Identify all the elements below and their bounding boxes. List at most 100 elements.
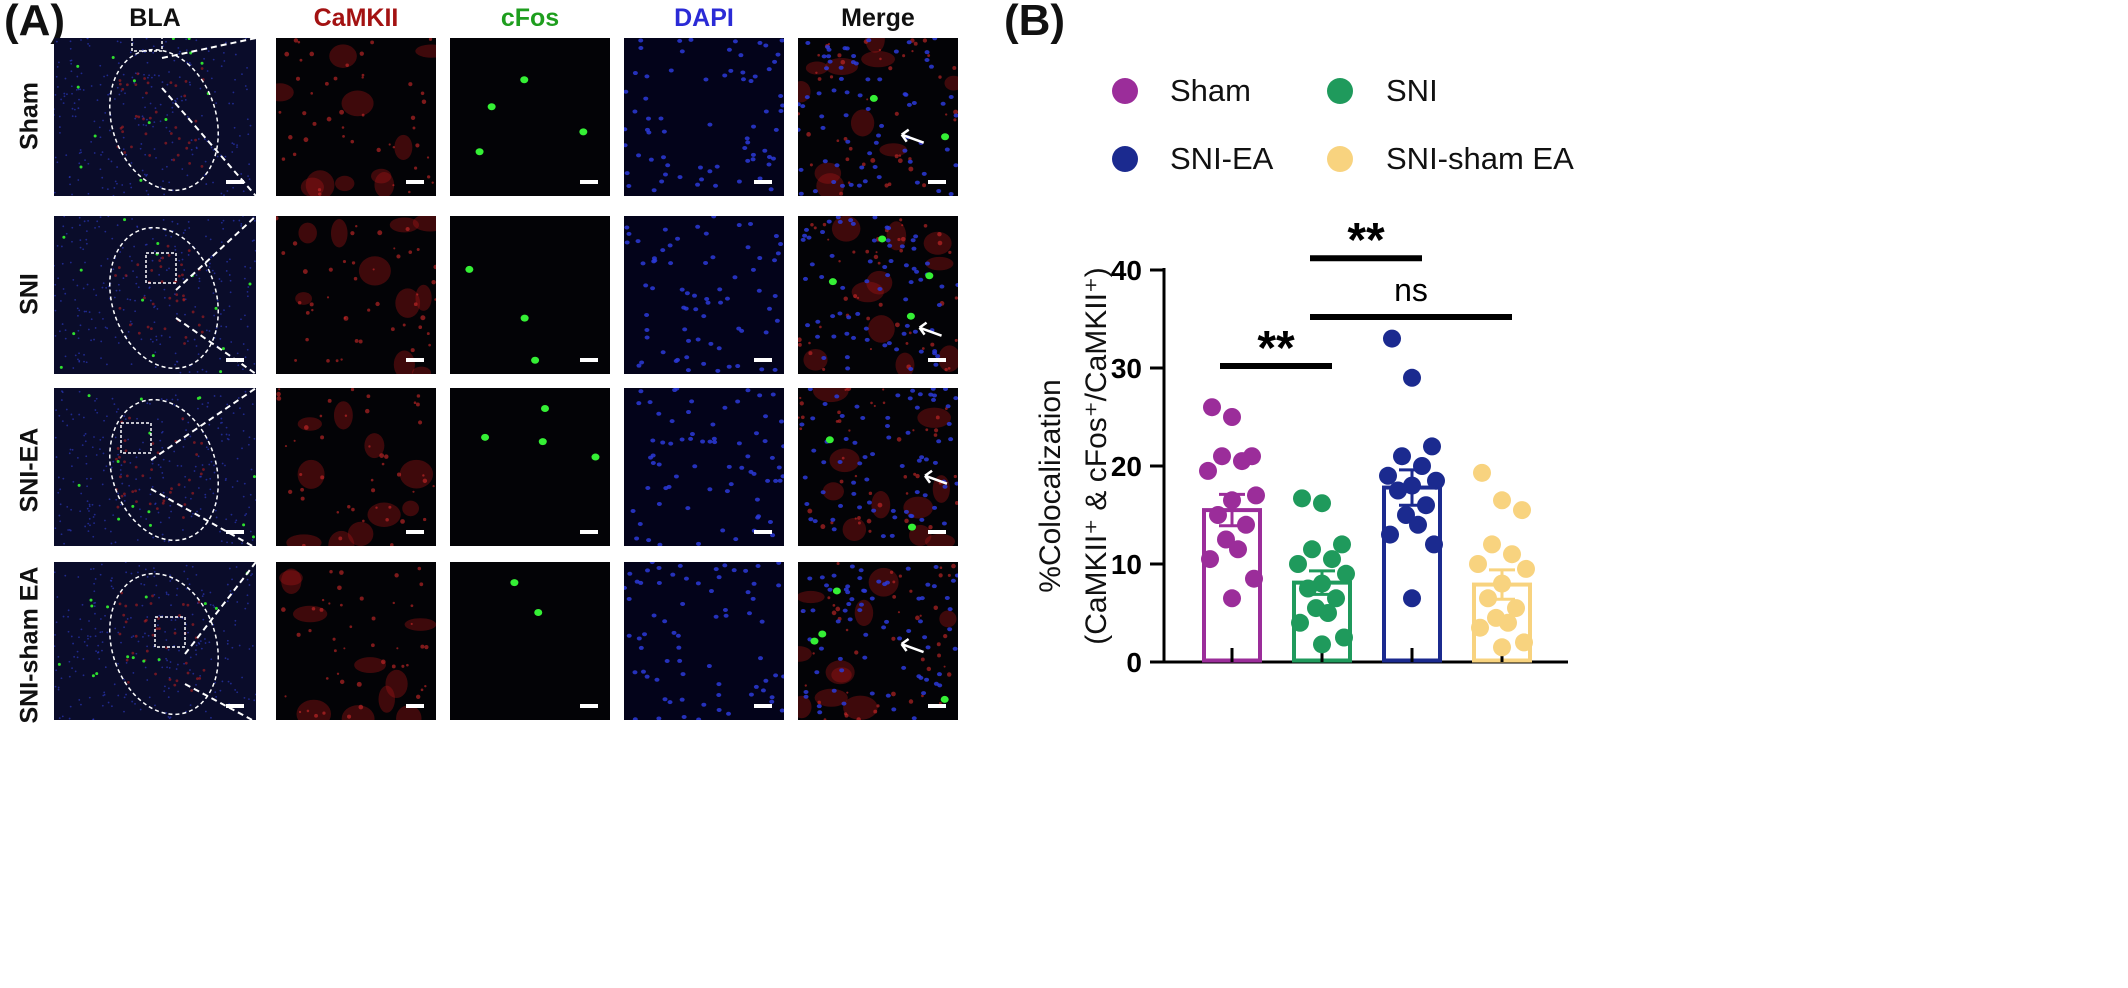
data-point	[1379, 466, 1397, 485]
data-point	[1381, 525, 1399, 544]
data-point	[1289, 555, 1307, 573]
data-point	[1223, 408, 1241, 426]
data-point	[1335, 628, 1353, 647]
scale-bar	[406, 358, 424, 362]
data-point	[1427, 471, 1445, 490]
scale-bar	[754, 358, 772, 362]
data-point	[1217, 530, 1235, 549]
scale-bar	[928, 358, 946, 362]
micrograph-sni-ea-merge	[798, 388, 958, 546]
micrograph-sni-camkii	[276, 216, 436, 374]
data-point	[1229, 540, 1247, 559]
zoom-line	[161, 37, 257, 59]
micrograph-sham-merge	[798, 38, 958, 196]
scale-bar	[928, 704, 946, 708]
micrograph-sni-dapi	[624, 216, 784, 374]
micrograph-sni-ea-bla	[54, 388, 256, 546]
data-point	[1503, 545, 1521, 564]
significance-label: **	[1347, 214, 1385, 267]
legend-marker-sni-sham-ea	[1327, 146, 1353, 172]
data-point	[1403, 368, 1421, 387]
data-point	[1389, 481, 1407, 500]
data-point	[1469, 555, 1487, 573]
data-point	[1203, 398, 1221, 417]
data-point	[1517, 559, 1535, 578]
column-header-cfos: cFos	[500, 4, 560, 32]
micrograph-sham-bla	[54, 38, 256, 196]
legend-marker-sham	[1112, 78, 1138, 104]
micrograph-sni-sham-ea-dapi	[624, 562, 784, 720]
micrograph-sham-dapi	[624, 38, 784, 196]
micrograph-sham-cfos	[450, 38, 610, 196]
data-point	[1319, 604, 1337, 622]
zoom-line	[175, 317, 257, 375]
data-point	[1507, 599, 1525, 618]
data-point	[1383, 329, 1401, 348]
legend-label-sni: SNI	[1386, 73, 1438, 108]
scale-bar	[580, 704, 598, 708]
legend-label-sni-sham-ea: SNI-sham EA	[1386, 141, 1574, 176]
data-point	[1201, 550, 1219, 569]
zoom-line	[150, 387, 257, 461]
legend-label-sni-ea: SNI-EA	[1170, 141, 1274, 176]
column-header-camkii: CaMKII	[313, 4, 399, 32]
legend-marker-sni-ea	[1112, 146, 1138, 172]
micrograph-sham-camkii	[276, 38, 436, 196]
data-point	[1213, 447, 1231, 466]
data-point	[1393, 447, 1411, 466]
scale-bar	[406, 180, 424, 184]
data-point	[1313, 574, 1331, 593]
scale-bar	[580, 358, 598, 362]
column-header-dapi: DAPI	[674, 4, 734, 32]
data-point	[1493, 574, 1511, 593]
data-point	[1471, 618, 1489, 637]
data-point	[1337, 564, 1355, 583]
data-point	[1515, 633, 1533, 652]
scale-bar	[580, 530, 598, 534]
data-point	[1423, 437, 1441, 456]
data-point	[1473, 463, 1491, 482]
y-tick-label: 40	[1111, 255, 1142, 286]
data-point	[1233, 452, 1251, 471]
scale-bar	[754, 704, 772, 708]
data-point	[1327, 589, 1345, 608]
scale-bar	[928, 180, 946, 184]
data-point	[1313, 494, 1331, 513]
zoom-lines-overlay	[150, 37, 257, 723]
micrograph-sni-cfos	[450, 216, 610, 374]
significance-label: ns	[1394, 272, 1428, 308]
micrograph-sni-merge	[798, 216, 958, 374]
scale-bar	[754, 180, 772, 184]
data-point	[1425, 535, 1443, 554]
column-header-bla: BLA	[129, 4, 181, 32]
micrograph-sni-ea-camkii	[276, 388, 436, 546]
data-point	[1209, 506, 1227, 524]
legend-label-sham: Sham	[1170, 73, 1251, 108]
data-point	[1397, 506, 1415, 524]
scale-bar	[928, 530, 946, 534]
data-point	[1479, 589, 1497, 608]
significance-label: **	[1257, 322, 1295, 375]
y-tick-label: 0	[1126, 647, 1142, 678]
scale-bar	[226, 530, 244, 534]
micrograph-sni-bla	[54, 216, 256, 374]
scale-bar	[226, 180, 244, 184]
micrograph-sni-sham-ea-camkii	[276, 562, 436, 720]
column-header-merge: Merge	[841, 4, 915, 32]
micrograph-sni-sham-ea-cfos	[450, 562, 610, 720]
data-point	[1403, 476, 1421, 495]
data-point	[1291, 613, 1309, 632]
data-point	[1413, 457, 1431, 475]
y-axis-label-line1: %Colocalization	[1034, 379, 1067, 592]
data-point	[1303, 540, 1321, 559]
data-point	[1293, 489, 1311, 508]
data-point	[1299, 579, 1317, 598]
micrograph-sni-ea-cfos	[450, 388, 610, 546]
scale-bar	[406, 530, 424, 534]
data-point	[1499, 613, 1517, 632]
bar-chart: 0 10 20 30 40 %Colocalization (CaMKII⁺ & cFos⁺…	[1034, 214, 1568, 678]
data-point	[1223, 491, 1241, 510]
data-point	[1323, 550, 1341, 569]
data-point	[1333, 535, 1351, 554]
micrograph-sni-sham-ea-merge	[798, 562, 958, 720]
